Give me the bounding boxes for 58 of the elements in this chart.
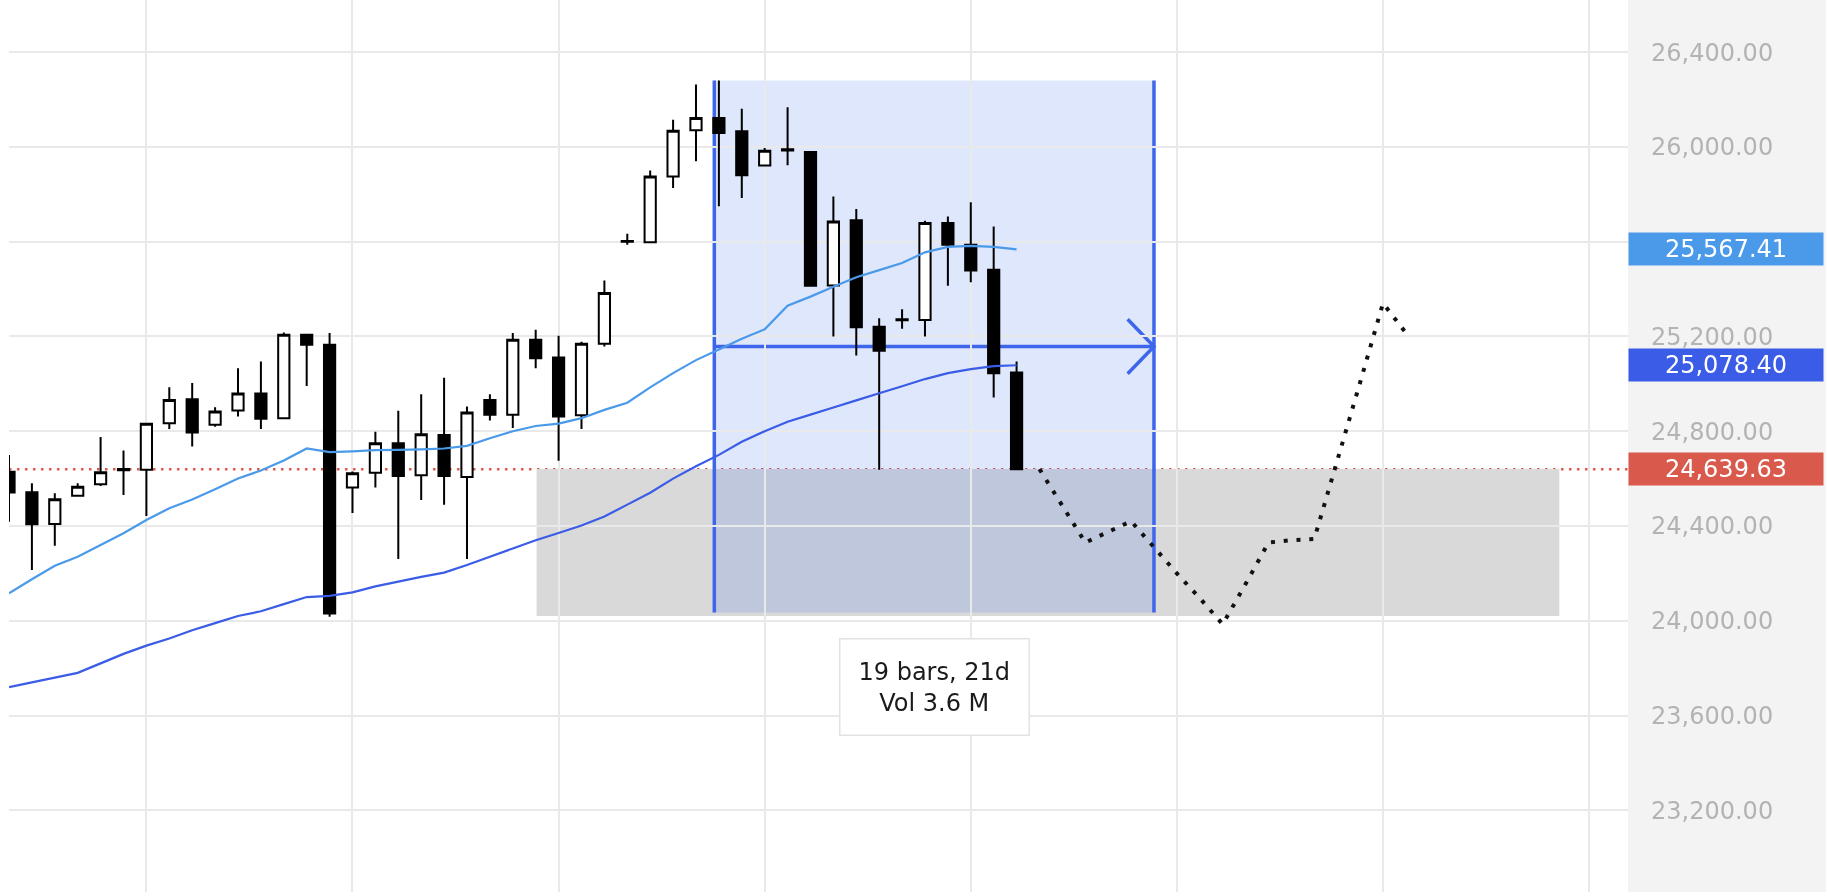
y-tick-label: 23,600.00 — [1651, 701, 1774, 730]
line-series — [9, 364, 1018, 689]
candlestick — [437, 376, 451, 506]
candlestick — [918, 219, 932, 338]
candlestick — [345, 470, 360, 514]
candlestick — [1009, 360, 1024, 471]
y-tick-label: 26,400.00 — [1651, 38, 1774, 67]
candlestick — [826, 195, 840, 338]
candlestick — [574, 340, 589, 431]
candlestick — [300, 333, 314, 387]
candlestick — [414, 393, 428, 501]
candlestick — [758, 147, 772, 167]
candlestick — [941, 215, 955, 287]
candlestick — [254, 360, 268, 431]
candlestick — [93, 436, 108, 487]
y-tick-label: 24,000.00 — [1651, 607, 1774, 636]
candlestick — [529, 328, 543, 370]
candlestick — [551, 334, 566, 462]
candlestick — [71, 482, 85, 498]
candlestick — [712, 79, 726, 208]
candlestick — [48, 492, 62, 547]
candlestick — [322, 332, 337, 618]
candlestick — [987, 225, 1001, 399]
candlestick — [368, 430, 382, 489]
candlestick — [506, 332, 520, 430]
candlestick — [597, 279, 611, 348]
candlestick — [139, 421, 154, 518]
candlestick — [116, 449, 131, 496]
candlestick — [162, 386, 176, 431]
candlestick — [208, 406, 222, 428]
candlestick — [460, 405, 474, 560]
annotation: 19 bars, 21d Vol 3.6 M — [858, 657, 1011, 717]
candlestick — [735, 107, 749, 200]
candlestick — [620, 232, 634, 246]
candlestick — [803, 151, 818, 287]
candlestick — [25, 482, 39, 572]
y-tick-label: 24,400.00 — [1651, 512, 1774, 541]
candlestick — [277, 331, 291, 420]
candlestick — [895, 308, 909, 330]
candlestick — [964, 201, 978, 284]
y-tick-label: 26,000.00 — [1651, 133, 1774, 162]
candlestick — [689, 83, 703, 163]
candlestick — [231, 367, 245, 418]
candlestick — [643, 169, 657, 245]
candlestick — [849, 207, 863, 357]
ref-line-label: 24,639.63 — [1664, 455, 1788, 483]
candlestick — [872, 317, 886, 471]
text: 25,078.40 — [1664, 351, 1788, 379]
line-series — [9, 244, 1018, 595]
candlestick — [780, 106, 795, 167]
y-tick-label: 23,200.00 — [1651, 796, 1774, 825]
y-tick-label: 25,200.00 — [1651, 322, 1774, 351]
candlestick — [185, 382, 199, 448]
text: 25,567.41 — [1664, 235, 1788, 263]
y-tick-label: 24,800.00 — [1651, 417, 1774, 446]
candlestick — [666, 118, 680, 190]
candlestick — [391, 409, 405, 560]
candlestick — [483, 393, 497, 422]
